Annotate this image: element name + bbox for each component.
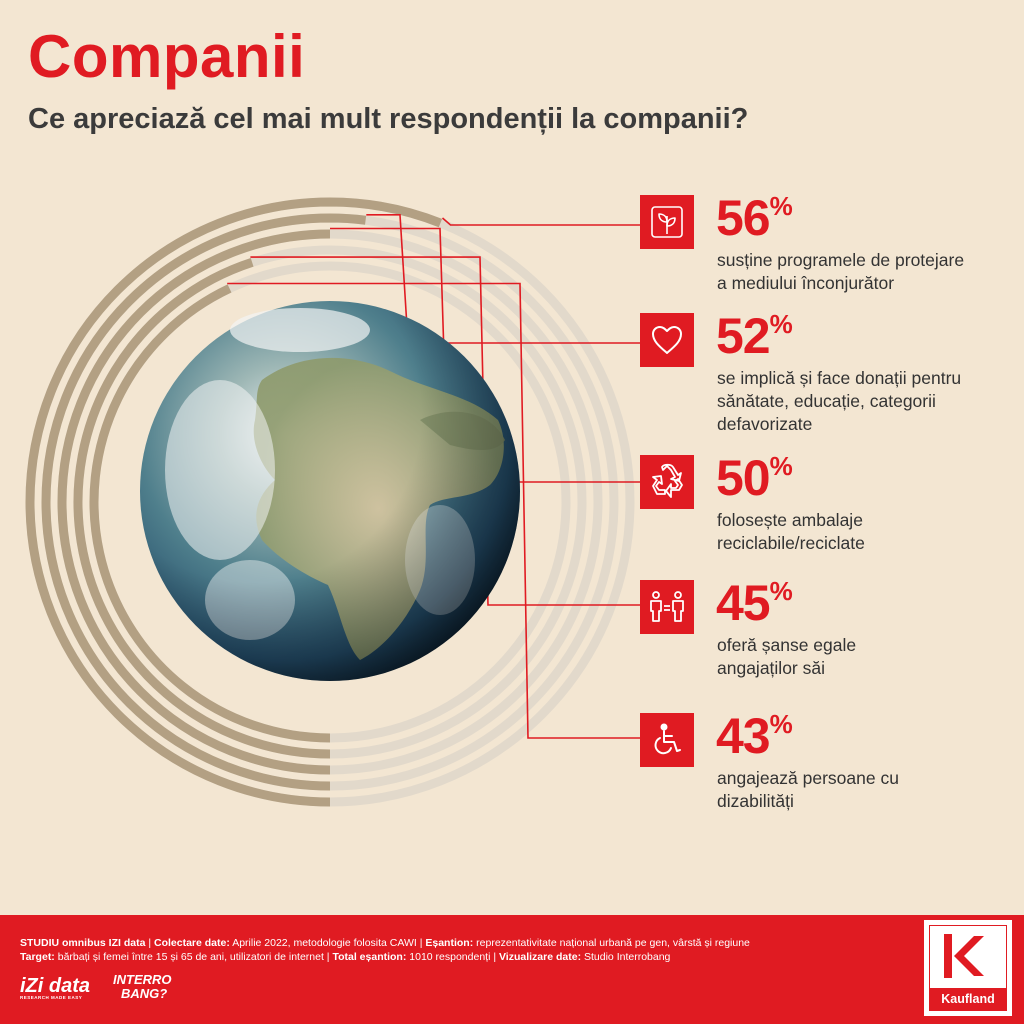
- category-label: oferă șanse egale angajaților săi: [717, 635, 857, 678]
- plant-hand-icon: [640, 195, 694, 249]
- footer-bar: STUDIU omnibus IZI data | Colectare date…: [0, 915, 1024, 1024]
- ring-bar: [25, 197, 443, 807]
- ring-layer: [25, 197, 635, 807]
- equal-people-icon: [640, 580, 694, 634]
- value-label: 56%: [716, 190, 793, 246]
- globe-image: [140, 301, 520, 681]
- interrobang-logo: INTERRO BANG?: [113, 972, 172, 1001]
- ring-bar: [89, 284, 331, 743]
- study-footnote: STUDIU omnibus IZI data | Colectare date…: [20, 937, 750, 963]
- kaufland-logo: Kaufland: [924, 920, 1012, 1016]
- leader-line: [366, 214, 640, 344]
- category-label: se implică și face donații pentru sănăta…: [717, 368, 962, 434]
- ring-bar: [73, 258, 331, 759]
- value-label: 43%: [716, 708, 793, 764]
- ring-bar: [41, 213, 367, 791]
- radial-chart: [25, 197, 640, 807]
- value-label: 45%: [716, 575, 793, 631]
- heart-icon: [640, 313, 694, 367]
- category-label: susține programele de protejare a mediul…: [717, 250, 965, 293]
- kaufland-k-icon: [944, 934, 984, 978]
- value-label: 50%: [716, 450, 793, 506]
- leader-line: [227, 282, 640, 739]
- value-label: 52%: [716, 308, 793, 364]
- category-label: folosește ambalaje reciclabile/reciclate: [717, 510, 865, 553]
- category-label: angajează persoane cu dizabilități: [717, 768, 899, 811]
- izi-data-logo: iZi data RESEARCH MADE EASY: [20, 975, 91, 1000]
- leader-line: [441, 217, 640, 226]
- recycle-icon: [640, 455, 694, 509]
- page-title: Companii: [28, 23, 306, 90]
- page-subtitle: Ce apreciază cel mai mult respondenții l…: [28, 103, 749, 135]
- ring-bar: [57, 229, 331, 775]
- wheelchair-icon: [640, 713, 694, 767]
